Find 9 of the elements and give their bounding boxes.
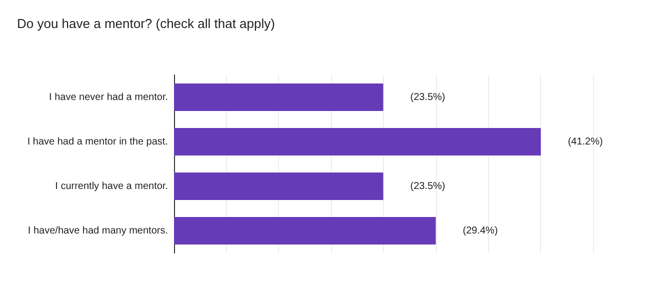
data-label: (23.5%) <box>410 92 446 103</box>
data-label: (41.2%) <box>568 136 603 148</box>
y-tick-label: I have never had a mentor. <box>49 92 168 103</box>
data-label: (29.4%) <box>462 225 498 236</box>
y-tick-label: I currently have a mentor. <box>55 180 168 192</box>
chart-title: Do you have a mentor? (check all that apply) <box>17 16 275 31</box>
y-tick-label: I have/have had many mentors. <box>28 225 168 236</box>
data-label: (23.5%) <box>410 180 446 192</box>
y-tick-label: I have had a mentor in the past. <box>27 136 168 148</box>
